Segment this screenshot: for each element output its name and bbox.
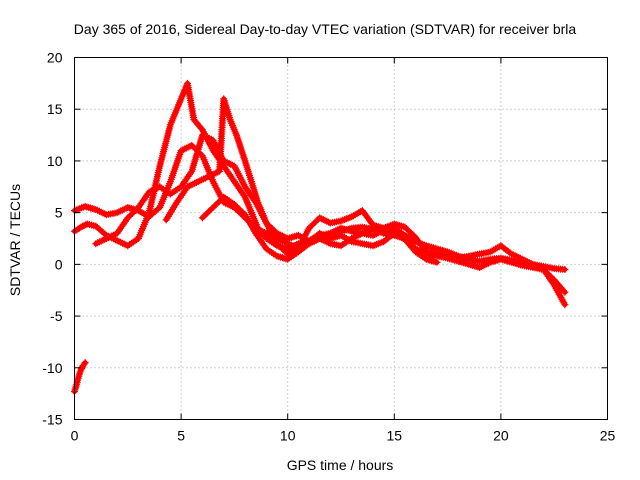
- x-axis-label: GPS time / hours: [287, 457, 394, 473]
- series-markers: [71, 359, 89, 396]
- x-tick-label: 25: [600, 428, 616, 444]
- x-tick-label: 15: [387, 428, 403, 444]
- series-arc-early: [71, 359, 89, 396]
- y-tick-label: -5: [50, 308, 63, 324]
- x-tick-label: 0: [71, 428, 79, 444]
- series-arc-e: [198, 193, 441, 266]
- y-tick-label: 20: [47, 50, 63, 66]
- data-layer: [71, 79, 569, 396]
- y-tick-label: -15: [42, 412, 62, 428]
- series-arc-d: [162, 95, 569, 274]
- series-markers: [162, 95, 569, 274]
- plot-frame: [74, 57, 608, 420]
- x-tick-label: 5: [177, 428, 185, 444]
- x-tick-label: 20: [493, 428, 509, 444]
- y-tick-label: 5: [55, 205, 63, 221]
- axis-ticks: 0 5 10 15 20 25 -15 -10 -5 0 5 10 15 20: [42, 50, 615, 444]
- chart-title: Day 365 of 2016, Sidereal Day-to-day VTE…: [74, 21, 577, 37]
- y-tick-label: -10: [42, 360, 62, 376]
- x-tick-label: 10: [280, 428, 296, 444]
- series-markers: [198, 193, 441, 266]
- y-axis-label: SDTVAR / TECUs: [7, 184, 23, 296]
- y-tick-label: 15: [47, 101, 63, 117]
- y-tick-label: 0: [55, 256, 63, 272]
- y-tick-label: 10: [47, 153, 63, 169]
